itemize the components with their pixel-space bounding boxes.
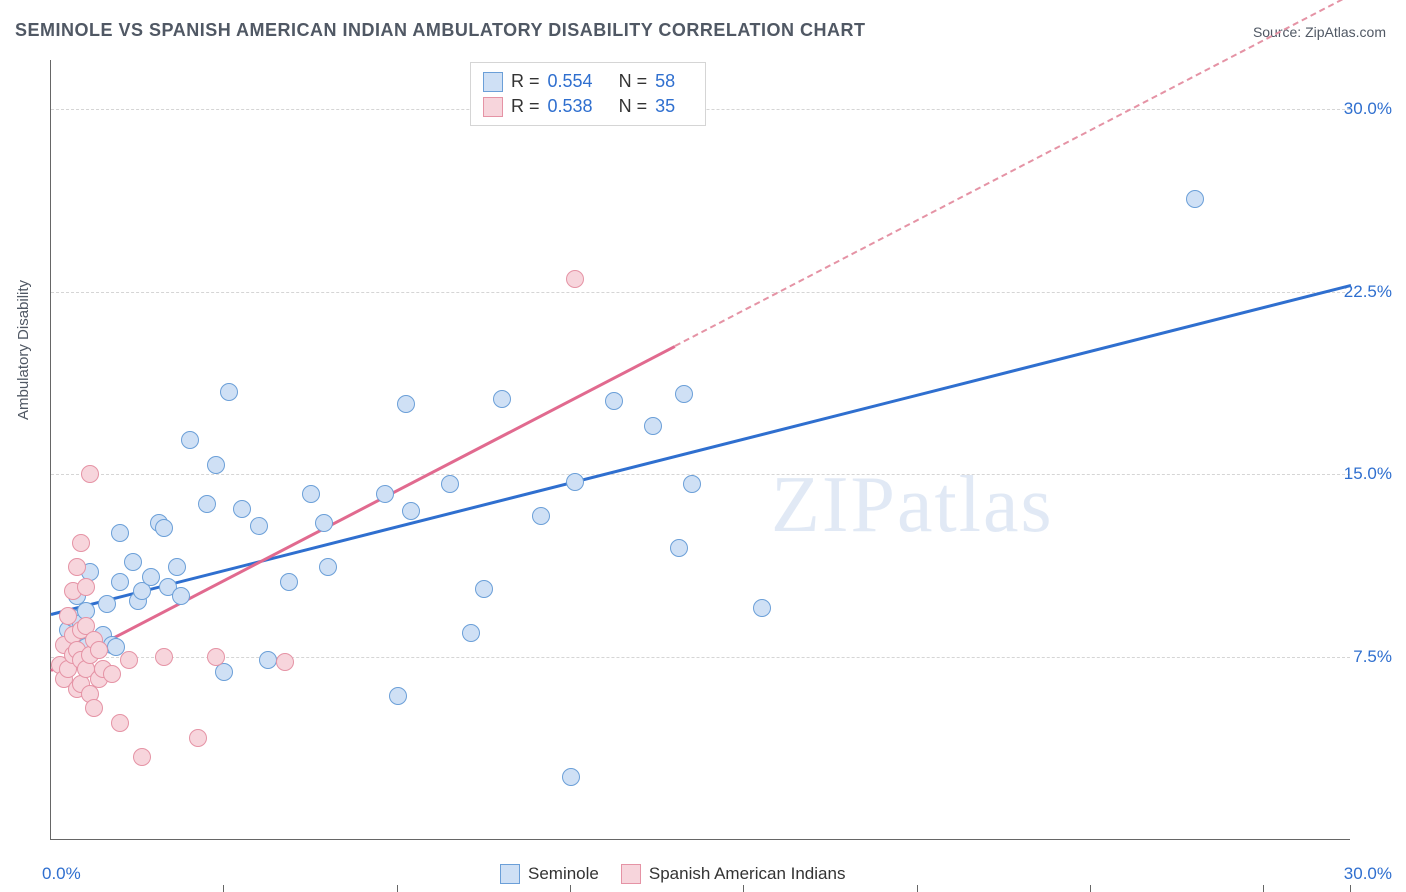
data-point xyxy=(120,651,138,669)
data-point xyxy=(189,729,207,747)
y-tick-label: 7.5% xyxy=(1353,647,1392,667)
data-point xyxy=(532,507,550,525)
legend-item-spanish: Spanish American Indians xyxy=(621,864,846,884)
x-tick-mark xyxy=(570,885,571,892)
data-point xyxy=(172,587,190,605)
y-tick-label: 30.0% xyxy=(1344,99,1392,119)
data-point xyxy=(250,517,268,535)
data-point xyxy=(77,578,95,596)
chart-container: SEMINOLE VS SPANISH AMERICAN INDIAN AMBU… xyxy=(0,0,1406,892)
data-point xyxy=(207,648,225,666)
data-point xyxy=(103,665,121,683)
data-point xyxy=(85,699,103,717)
r-value: 0.554 xyxy=(548,71,593,92)
x-tick-mark xyxy=(1090,885,1091,892)
data-point xyxy=(475,580,493,598)
data-point xyxy=(142,568,160,586)
stats-row-seminole: R = 0.554 N = 58 xyxy=(483,69,693,94)
data-point xyxy=(566,473,584,491)
x-tick-mark xyxy=(917,885,918,892)
y-tick-label: 15.0% xyxy=(1344,464,1392,484)
data-point xyxy=(397,395,415,413)
x-tick-mark xyxy=(743,885,744,892)
gridline xyxy=(51,292,1350,293)
data-point xyxy=(753,599,771,617)
series-legend: Seminole Spanish American Indians xyxy=(500,864,845,884)
data-point xyxy=(280,573,298,591)
y-axis-label: Ambulatory Disability xyxy=(15,280,32,420)
data-point xyxy=(276,653,294,671)
data-point xyxy=(566,270,584,288)
data-point xyxy=(319,558,337,576)
data-point xyxy=(168,558,186,576)
data-point xyxy=(72,534,90,552)
data-point xyxy=(111,573,129,591)
data-point xyxy=(389,687,407,705)
data-point xyxy=(198,495,216,513)
data-point xyxy=(207,456,225,474)
x-tick-min: 0.0% xyxy=(42,864,81,884)
stats-legend: R = 0.554 N = 58 R = 0.538 N = 35 xyxy=(470,62,706,126)
data-point xyxy=(562,768,580,786)
swatch-icon xyxy=(500,864,520,884)
x-tick-mark xyxy=(223,885,224,892)
legend-item-seminole: Seminole xyxy=(500,864,599,884)
data-point xyxy=(302,485,320,503)
data-point xyxy=(376,485,394,503)
data-point xyxy=(259,651,277,669)
x-tick-max: 30.0% xyxy=(1344,864,1392,884)
plot-area: ZIPatlas xyxy=(50,60,1350,840)
r-value: 0.538 xyxy=(548,96,593,117)
y-tick-label: 22.5% xyxy=(1344,282,1392,302)
stats-row-spanish: R = 0.538 N = 35 xyxy=(483,94,693,119)
swatch-icon xyxy=(483,97,503,117)
data-point xyxy=(683,475,701,493)
data-point xyxy=(155,648,173,666)
data-point xyxy=(133,748,151,766)
n-value: 35 xyxy=(655,96,675,117)
data-point xyxy=(493,390,511,408)
trend-line-dashed xyxy=(675,0,1352,347)
chart-title: SEMINOLE VS SPANISH AMERICAN INDIAN AMBU… xyxy=(15,20,866,41)
data-point xyxy=(181,431,199,449)
data-point xyxy=(441,475,459,493)
data-point xyxy=(670,539,688,557)
data-point xyxy=(233,500,251,518)
data-point xyxy=(68,558,86,576)
n-value: 58 xyxy=(655,71,675,92)
gridline xyxy=(51,657,1350,658)
data-point xyxy=(1186,190,1204,208)
data-point xyxy=(675,385,693,403)
swatch-icon xyxy=(621,864,641,884)
data-point xyxy=(315,514,333,532)
legend-label: Spanish American Indians xyxy=(649,864,846,884)
data-point xyxy=(90,641,108,659)
data-point xyxy=(605,392,623,410)
data-point xyxy=(59,607,77,625)
source-label: Source: ZipAtlas.com xyxy=(1253,24,1386,40)
data-point xyxy=(111,524,129,542)
data-point xyxy=(220,383,238,401)
data-point xyxy=(124,553,142,571)
data-point xyxy=(462,624,480,642)
data-point xyxy=(98,595,116,613)
gridline xyxy=(51,474,1350,475)
x-tick-mark xyxy=(1350,885,1351,892)
trend-line xyxy=(50,345,675,672)
data-point xyxy=(155,519,173,537)
data-point xyxy=(81,465,99,483)
x-tick-mark xyxy=(1263,885,1264,892)
legend-label: Seminole xyxy=(528,864,599,884)
swatch-icon xyxy=(483,72,503,92)
data-point xyxy=(402,502,420,520)
data-point xyxy=(111,714,129,732)
x-tick-mark xyxy=(397,885,398,892)
data-point xyxy=(644,417,662,435)
